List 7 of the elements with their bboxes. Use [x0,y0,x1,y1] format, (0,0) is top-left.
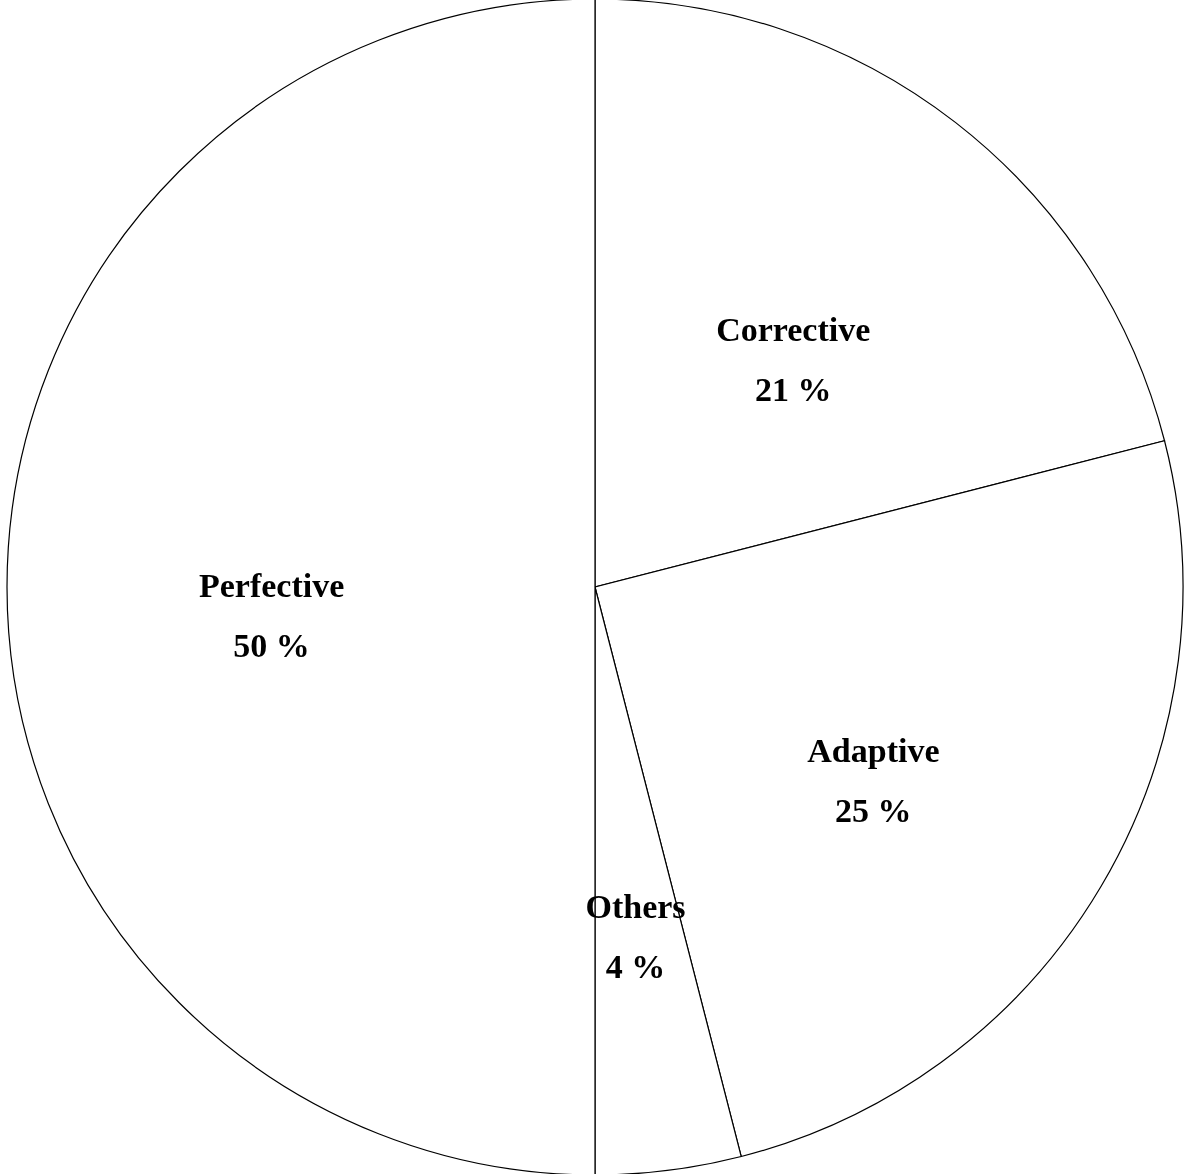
data-label: 50 % [233,627,310,664]
data-label: 25 % [835,791,912,829]
slice-label: Corrective [716,311,871,349]
slice-label: Adaptive [807,731,940,769]
data-label: 21 % [754,371,832,409]
slice-label: Perfective [198,567,345,604]
data-label: 4 % [605,947,666,985]
